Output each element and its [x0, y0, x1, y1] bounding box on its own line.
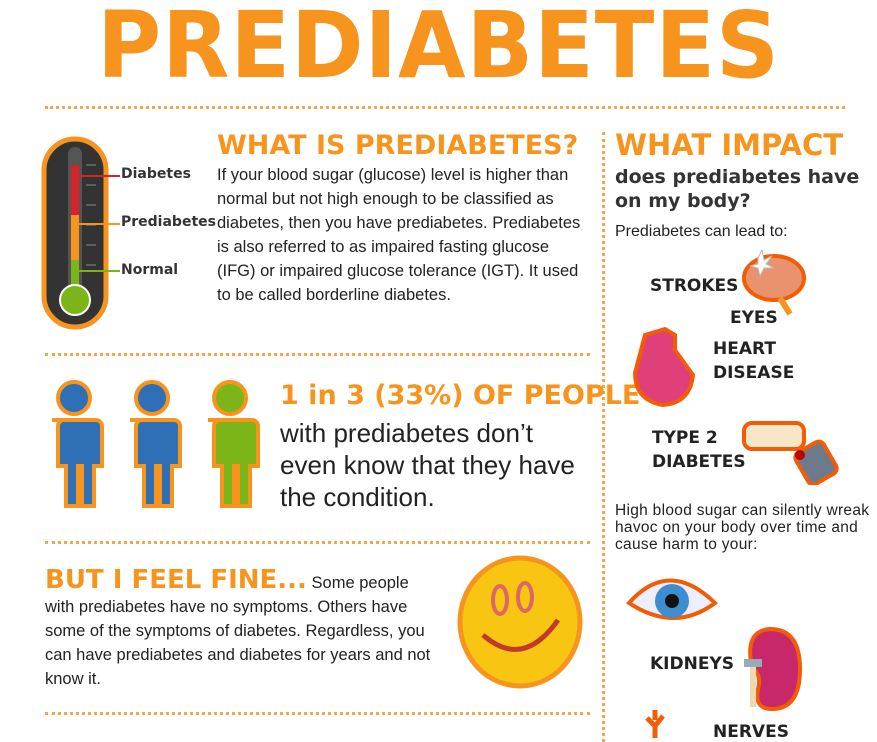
- feel-fine-body: Some people with prediabetes have no sym…: [45, 574, 431, 688]
- feel-fine-heading: BUT I FEEL FINE...: [45, 565, 307, 595]
- label-prediabetes: Prediabetes: [121, 214, 216, 230]
- organ-nerves: NERVES: [713, 722, 789, 742]
- people-icon: [50, 380, 260, 508]
- condition-heart-disease: HEART DISEASE: [713, 339, 795, 383]
- stat-heading: 1 in 3 (33%) OF PEOPLE: [280, 380, 641, 411]
- divider: [45, 106, 845, 109]
- eye-icon: [625, 578, 719, 620]
- kidney-icon: [744, 626, 803, 712]
- organ-kidneys: KIDNEYS: [650, 654, 735, 674]
- what-is-heading: WHAT IS PREDIABETES?: [217, 130, 579, 161]
- harm-intro: High blood sugar can silently wreak havo…: [615, 502, 870, 553]
- label-diabetes: Diabetes: [121, 166, 191, 182]
- stat-body: with prediabetes don’t even know that th…: [280, 418, 575, 512]
- impact-lead: Prediabetes can lead to:: [615, 223, 788, 240]
- condition-type-2-diabetes: TYPE 2 DIABETES: [652, 428, 746, 472]
- what-is-body: If your blood sugar (glucose) level is h…: [217, 166, 581, 304]
- organ-eyes: EYES: [730, 308, 778, 328]
- nerves-icon: [645, 710, 665, 738]
- brain-icon: [742, 250, 806, 316]
- impact-heading: WHAT IMPACT: [615, 128, 844, 162]
- condition-strokes: STROKES: [650, 276, 739, 296]
- thermometer-icon: [41, 136, 120, 330]
- label-normal: Normal: [121, 262, 179, 278]
- divider: [45, 712, 590, 715]
- divider: [45, 353, 590, 356]
- column-divider: [602, 132, 605, 742]
- heart-icon: [632, 326, 696, 408]
- glucose-meter-icon: [742, 421, 839, 485]
- divider: [45, 541, 590, 544]
- smiley-face-icon: [457, 555, 583, 689]
- impact-subheading: does prediabetes have on my body?: [615, 166, 860, 212]
- page-title: PREDIABETES: [97, 0, 780, 99]
